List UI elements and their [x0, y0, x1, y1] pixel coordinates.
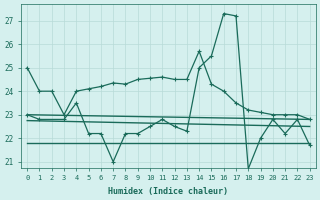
X-axis label: Humidex (Indice chaleur): Humidex (Indice chaleur)	[108, 187, 228, 196]
